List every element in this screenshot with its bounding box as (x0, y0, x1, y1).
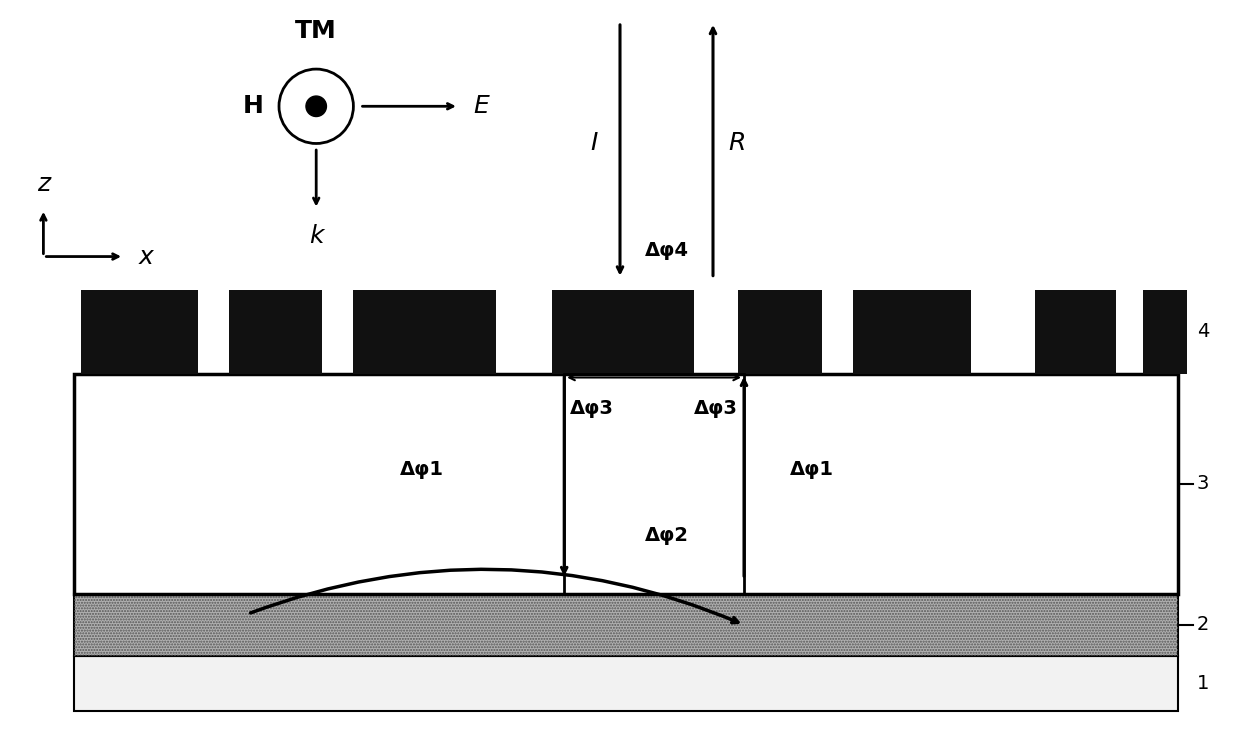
Bar (738, 290, 822, 374)
Bar (1143, 290, 1187, 374)
Text: Δφ2: Δφ2 (645, 526, 688, 545)
Bar (74, 374, 1178, 594)
Ellipse shape (279, 69, 353, 144)
Bar (74, 594, 1178, 656)
Bar (81, 290, 198, 374)
Text: Δφ4: Δφ4 (645, 241, 688, 260)
Bar (229, 290, 322, 374)
Text: x: x (139, 245, 154, 268)
Text: 3: 3 (1197, 474, 1209, 493)
Text: z: z (37, 172, 50, 196)
Bar (353, 290, 496, 374)
Text: Δφ3: Δφ3 (694, 399, 738, 419)
Bar (74, 594, 1178, 656)
Bar (552, 290, 694, 374)
Text: TM: TM (295, 20, 337, 43)
Text: I: I (590, 131, 598, 155)
Text: Δφ1: Δφ1 (399, 460, 444, 479)
Text: k: k (309, 224, 324, 248)
Text: R: R (728, 131, 745, 155)
Bar (564, 374, 744, 594)
Bar (853, 290, 971, 374)
Text: Δφ1: Δφ1 (790, 460, 835, 479)
Text: 4: 4 (1197, 323, 1209, 341)
Text: 1: 1 (1197, 674, 1209, 693)
Text: H: H (243, 95, 264, 118)
Text: Δφ3: Δφ3 (570, 399, 614, 419)
Ellipse shape (306, 96, 326, 117)
Text: 2: 2 (1197, 616, 1209, 634)
Bar (74, 656, 1178, 711)
Text: E: E (474, 95, 490, 118)
Bar (1035, 290, 1116, 374)
